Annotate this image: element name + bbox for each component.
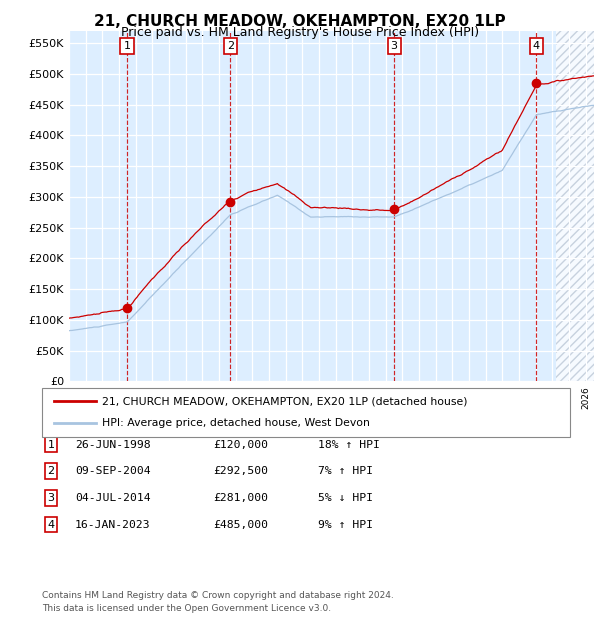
Text: 16-JAN-2023: 16-JAN-2023 [75, 520, 151, 529]
Text: £281,000: £281,000 [213, 493, 268, 503]
Bar [556, 31, 594, 381]
Text: 2: 2 [47, 466, 55, 476]
Text: £120,000: £120,000 [213, 440, 268, 450]
Text: 9% ↑ HPI: 9% ↑ HPI [318, 520, 373, 529]
Text: HPI: Average price, detached house, West Devon: HPI: Average price, detached house, West… [102, 418, 370, 428]
Text: £292,500: £292,500 [213, 466, 268, 476]
Text: 4: 4 [47, 520, 55, 529]
Text: 21, CHURCH MEADOW, OKEHAMPTON, EX20 1LP: 21, CHURCH MEADOW, OKEHAMPTON, EX20 1LP [94, 14, 506, 29]
Text: 5% ↓ HPI: 5% ↓ HPI [318, 493, 373, 503]
Text: 2: 2 [227, 42, 234, 51]
Text: Contains HM Land Registry data © Crown copyright and database right 2024.: Contains HM Land Registry data © Crown c… [42, 590, 394, 600]
Text: 18% ↑ HPI: 18% ↑ HPI [318, 440, 380, 450]
Text: 1: 1 [124, 42, 130, 51]
Text: 3: 3 [47, 493, 55, 503]
Text: Price paid vs. HM Land Registry's House Price Index (HPI): Price paid vs. HM Land Registry's House … [121, 26, 479, 39]
Text: 7% ↑ HPI: 7% ↑ HPI [318, 466, 373, 476]
Text: 09-SEP-2004: 09-SEP-2004 [75, 466, 151, 476]
Text: 1: 1 [47, 440, 55, 450]
Text: £485,000: £485,000 [213, 520, 268, 529]
Text: 4: 4 [533, 42, 540, 51]
Text: 04-JUL-2014: 04-JUL-2014 [75, 493, 151, 503]
Text: 3: 3 [391, 42, 398, 51]
Text: This data is licensed under the Open Government Licence v3.0.: This data is licensed under the Open Gov… [42, 603, 331, 613]
Text: 21, CHURCH MEADOW, OKEHAMPTON, EX20 1LP (detached house): 21, CHURCH MEADOW, OKEHAMPTON, EX20 1LP … [102, 396, 467, 406]
Bar [556, 31, 594, 381]
Text: 26-JUN-1998: 26-JUN-1998 [75, 440, 151, 450]
